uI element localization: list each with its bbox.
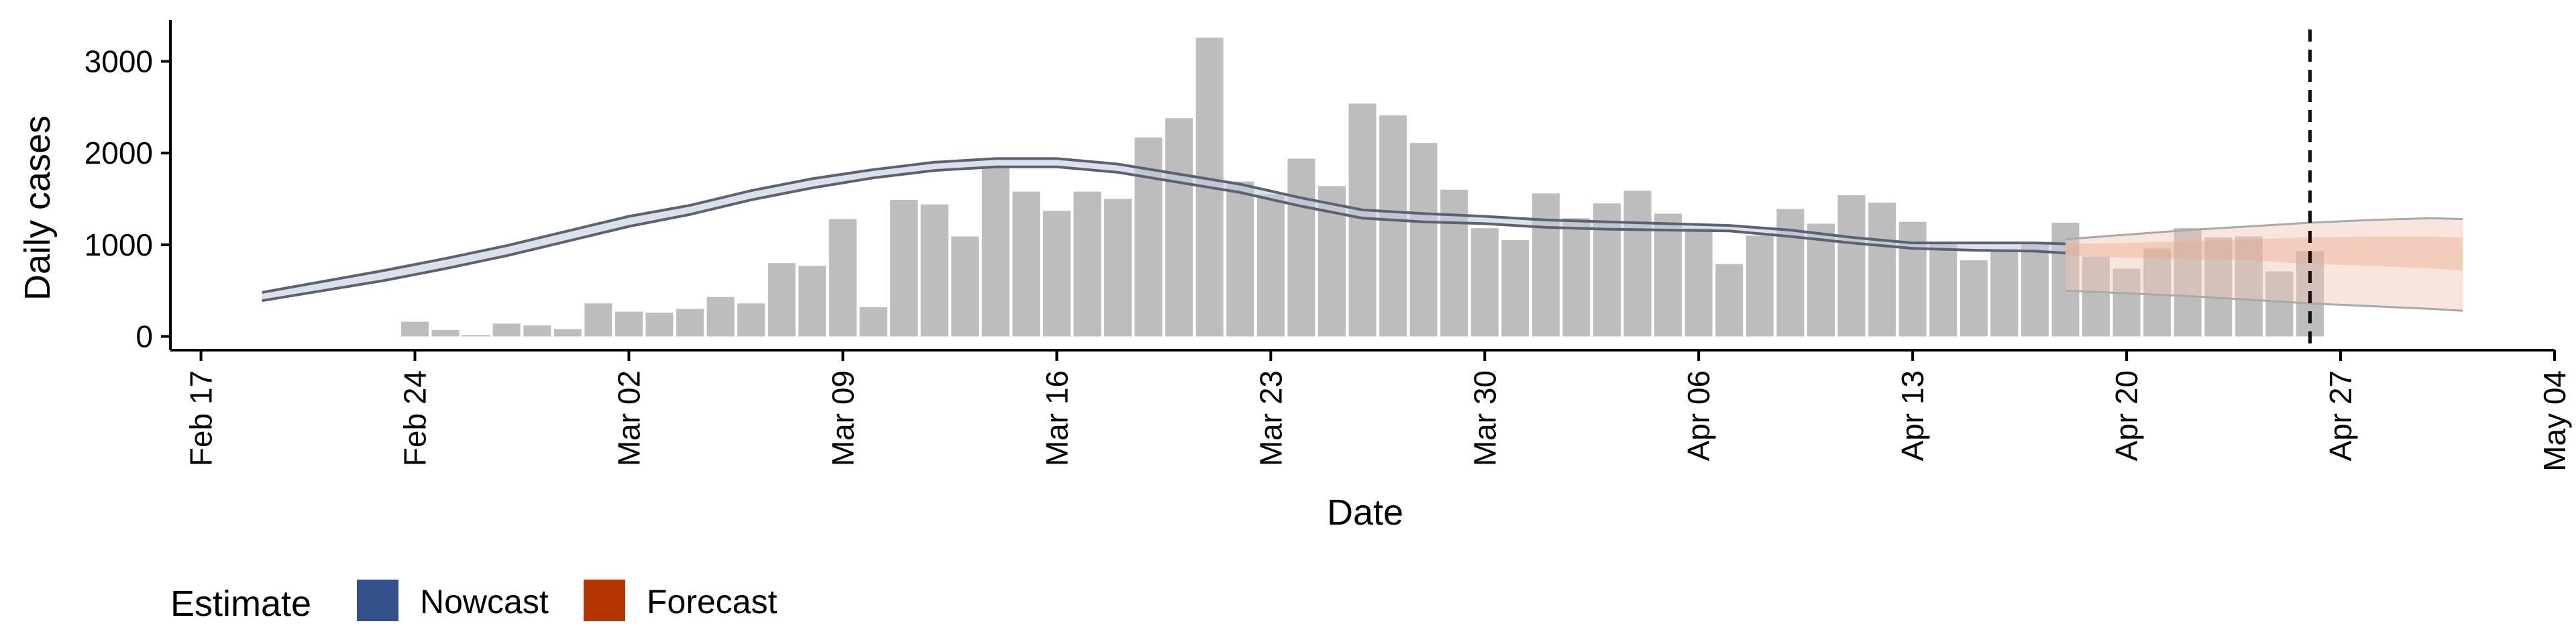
legend-label-nowcast: Nowcast [420, 583, 549, 621]
forecast-lower-line [2065, 289, 2463, 312]
bar-2020-04-20 [2112, 268, 2141, 337]
x-tick-label-2020-04-06: Apr 06 [1681, 370, 1716, 462]
y-axis-title: Daily cases [17, 115, 58, 301]
bar-2020-03-09 [828, 219, 857, 337]
bar-2020-02-26 [462, 335, 490, 337]
bar-2020-03-18 [1104, 199, 1132, 337]
x-tick-label-2020-04-27: Apr 27 [2323, 370, 2358, 462]
legend-swatch-forecast [584, 580, 625, 621]
x-tick-label-2020-02-24: Feb 24 [398, 370, 433, 466]
bar-2020-04-17 [2021, 241, 2049, 337]
legend-swatch-nowcast [357, 580, 398, 621]
forecast-band-outer [2065, 218, 2463, 311]
bar-2020-03-23 [1256, 194, 1285, 337]
legend-title: Estimate [170, 584, 311, 624]
bar-2020-03-16 [1042, 211, 1071, 337]
bar-2020-04-16 [1990, 249, 2019, 337]
bar-2020-03-30 [1470, 228, 1499, 337]
bar-2020-04-11 [1837, 195, 1866, 337]
bar-2020-04-12 [1868, 203, 1896, 337]
y-tick-label-1000: 1000 [85, 227, 153, 262]
bar-2020-04-01 [1532, 193, 1560, 337]
nowcast-upper-line [262, 157, 2066, 294]
bar-2020-03-06 [737, 303, 765, 337]
legend-label-forecast: Forecast [647, 583, 777, 621]
bar-2020-04-13 [1898, 221, 1927, 337]
x-tick-label-2020-03-30: Mar 30 [1467, 370, 1502, 466]
nowcast-lower-line [262, 165, 2066, 303]
bar-2020-03-01 [584, 303, 612, 337]
x-axis-title: Date [1327, 492, 1403, 533]
daily-case-bars [401, 38, 2324, 337]
bar-2020-03-27 [1379, 115, 1407, 337]
bar-2020-03-11 [890, 199, 918, 337]
bar-2020-04-02 [1562, 218, 1591, 337]
bar-2020-04-05 [1654, 213, 1682, 337]
axes: 0 1000 2000 3000 Feb 17 Feb 24 Mar 02 Mar 09 Mar… [85, 20, 2572, 472]
bar-2020-04-21 [2143, 248, 2171, 337]
bar-2020-04-18 [2051, 223, 2080, 337]
bar-2020-03-03 [645, 313, 674, 337]
x-tick-label-2020-03-23: Mar 23 [1253, 370, 1288, 466]
bar-2020-04-22 [2174, 228, 2202, 337]
forecast-band-inner [2065, 236, 2463, 271]
bar-2020-03-14 [981, 166, 1010, 337]
x-tick-label-2020-03-02: Mar 02 [611, 370, 646, 466]
bar-2020-02-28 [523, 325, 551, 337]
x-tick-label-2020-03-09: Mar 09 [825, 370, 860, 466]
bar-2020-03-08 [798, 266, 826, 337]
y-tick-label-2000: 2000 [85, 136, 153, 170]
bar-2020-02-25 [431, 329, 460, 337]
bar-2020-04-04 [1623, 191, 1652, 337]
bar-2020-03-05 [706, 297, 735, 337]
bar-2020-03-20 [1165, 118, 1193, 337]
bar-2020-04-14 [1929, 243, 1957, 337]
bar-2020-02-27 [492, 323, 521, 337]
bar-2020-03-15 [1012, 191, 1040, 337]
y-tick-label-0: 0 [136, 319, 153, 354]
bar-2020-02-24 [401, 321, 429, 337]
x-tick-label-2020-04-13: Apr 13 [1895, 370, 1930, 462]
bar-2020-03-13 [951, 236, 979, 337]
bar-2020-04-15 [1960, 260, 1988, 337]
bar-2020-03-02 [615, 311, 643, 337]
bar-2020-03-17 [1073, 191, 1102, 337]
bar-2020-04-19 [2082, 256, 2110, 337]
bar-2020-04-08 [1746, 235, 1774, 337]
x-tick-label-2020-05-04: May 04 [2537, 370, 2572, 472]
bar-2020-04-23 [2204, 237, 2233, 337]
bar-2020-02-29 [553, 329, 582, 337]
bar-2020-03-07 [767, 263, 796, 337]
bar-2020-03-24 [1287, 158, 1316, 337]
bar-2020-04-06 [1684, 228, 1713, 337]
bar-2020-04-07 [1715, 264, 1743, 337]
bar-2020-03-04 [676, 309, 704, 337]
x-tick-label-2020-02-17: Feb 17 [184, 370, 219, 466]
bar-2020-03-12 [920, 204, 949, 337]
bar-2020-04-10 [1807, 223, 1835, 337]
bar-2020-04-25 [2265, 271, 2294, 337]
bar-2020-03-31 [1501, 240, 1529, 337]
y-tick-label-3000: 3000 [85, 44, 153, 79]
x-tick-label-2020-03-16: Mar 16 [1039, 370, 1074, 466]
estimate-lines [262, 157, 2463, 312]
bar-2020-03-28 [1409, 143, 1438, 337]
forecast-upper-line [2065, 217, 2463, 241]
bar-2020-03-22 [1226, 181, 1254, 337]
bar-2020-04-24 [2235, 236, 2263, 337]
bar-2020-03-29 [1440, 189, 1468, 337]
bar-2020-03-10 [859, 307, 888, 337]
x-tick-label-2020-04-20: Apr 20 [2109, 370, 2144, 462]
legend: Estimate Nowcast Forecast [170, 580, 777, 624]
